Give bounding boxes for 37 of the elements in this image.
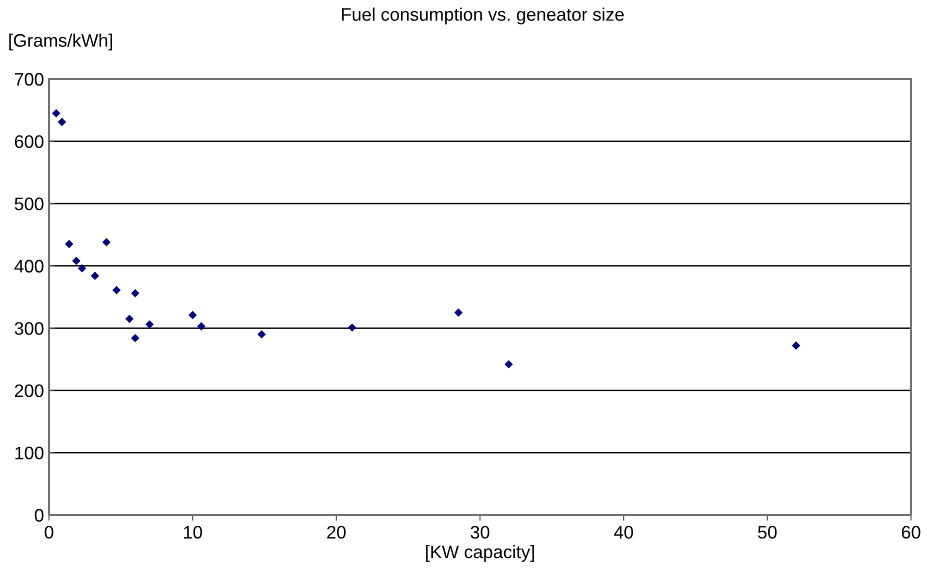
point [792,341,800,350]
point [102,238,111,246]
chart-title: Fuel consumption vs. geneator size [342,8,624,24]
point [454,308,463,317]
y-tick-label: 0 [34,508,44,522]
point [188,310,197,320]
point [131,289,140,298]
y-tick-label: 300 [14,322,44,335]
x-tick-label: 40 [614,526,634,539]
x-tick-label: 10 [184,526,202,539]
y-axis-title: [Grams/kWh] [9,34,112,50]
x-tick-label: 50 [758,526,777,539]
point [145,320,154,329]
point [125,314,134,323]
y-tick-label: 700 [14,72,44,86]
point [52,109,60,118]
y-tick-label: 500 [14,198,44,210]
y-tick-label: 100 [15,446,44,460]
point [72,256,80,266]
point [64,240,74,248]
x-axis-title: [KW capacity] [426,545,534,562]
x-tick-label: 30 [470,526,490,539]
y-tick-label: 400 [14,260,44,273]
x-tick-label: 20 [327,526,346,539]
x-tick-label: 0 [44,526,54,539]
point [112,286,121,294]
point [90,272,100,280]
point [348,323,356,332]
point [257,330,266,339]
y-tick-label: 600 [14,135,44,148]
point [78,264,86,273]
point [58,118,66,126]
x-tick-label: 60 [902,526,920,539]
y-tick-label: 200 [14,384,44,398]
point [131,334,140,342]
point [504,360,513,368]
point [197,322,206,330]
